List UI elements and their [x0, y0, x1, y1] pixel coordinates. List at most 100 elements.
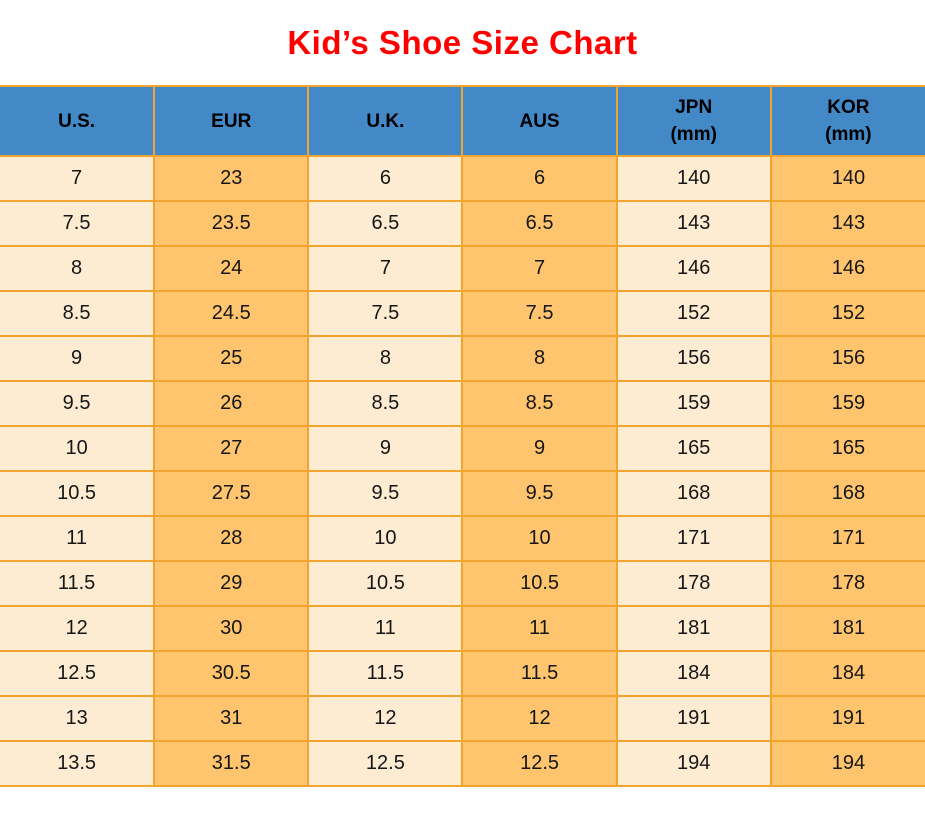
cell-eur: 31.5: [153, 740, 310, 787]
cell-eur: 29: [153, 560, 310, 607]
cell-jpn-mm: 168: [615, 470, 772, 517]
header-label: KOR: [827, 97, 870, 118]
cell-kor-mm: 146: [769, 245, 925, 292]
header-label: U.K.: [366, 110, 405, 132]
cell-us: 10: [0, 425, 156, 472]
cell-aus: 11.5: [461, 650, 618, 697]
cell-uk: 8: [307, 335, 464, 382]
cell-jpn-mm: 165: [615, 425, 772, 472]
cell-uk: 9: [307, 425, 464, 472]
header-sublabel: (mm): [825, 124, 872, 145]
table-row: 13.5 31.5 12.5 12.5 194 194: [0, 740, 925, 787]
header-label: JPN: [675, 97, 713, 118]
cell-kor-mm: 181: [769, 605, 925, 652]
cell-aus: 9: [461, 425, 618, 472]
cell-us: 11: [0, 515, 156, 562]
cell-uk: 6: [307, 155, 464, 202]
cell-uk: 6.5: [307, 200, 464, 247]
cell-eur: 27.5: [153, 470, 310, 517]
header-label: EUR: [211, 110, 252, 132]
table-row: 8.5 24.5 7.5 7.5 152 152: [0, 290, 925, 337]
table-row: 7 23 6 6 140 140: [0, 155, 925, 202]
cell-eur: 23.5: [153, 200, 310, 247]
table-row: 10.5 27.5 9.5 9.5 168 168: [0, 470, 925, 517]
cell-eur: 24.5: [153, 290, 310, 337]
cell-jpn-mm: 140: [615, 155, 772, 202]
cell-aus: 7.5: [461, 290, 618, 337]
cell-eur: 31: [153, 695, 310, 742]
cell-us: 13: [0, 695, 156, 742]
cell-kor-mm: 156: [769, 335, 925, 382]
table-row: 13 31 12 12 191 191: [0, 695, 925, 742]
cell-jpn-mm: 156: [615, 335, 772, 382]
table-row: 9 25 8 8 156 156: [0, 335, 925, 382]
cell-uk: 12.5: [307, 740, 464, 787]
cell-kor-mm: 191: [769, 695, 925, 742]
table-row: 11.5 29 10.5 10.5 178 178: [0, 560, 925, 607]
cell-us: 7.5: [0, 200, 156, 247]
cell-aus: 10: [461, 515, 618, 562]
cell-jpn-mm: 181: [615, 605, 772, 652]
cell-kor-mm: 159: [769, 380, 925, 427]
cell-jpn-mm: 178: [615, 560, 772, 607]
table-row: 9.5 26 8.5 8.5 159 159: [0, 380, 925, 427]
table-row: 10 27 9 9 165 165: [0, 425, 925, 472]
cell-uk: 11.5: [307, 650, 464, 697]
cell-eur: 23: [153, 155, 310, 202]
cell-uk: 12: [307, 695, 464, 742]
cell-jpn-mm: 152: [615, 290, 772, 337]
cell-uk: 11: [307, 605, 464, 652]
cell-aus: 12.5: [461, 740, 618, 787]
cell-kor-mm: 178: [769, 560, 925, 607]
cell-aus: 7: [461, 245, 618, 292]
header-sublabel: (mm): [670, 124, 717, 145]
shoe-size-table: U.S. EUR U.K. AUS JPN (mm) KOR (mm): [0, 85, 925, 787]
cell-aus: 12: [461, 695, 618, 742]
cell-aus: 9.5: [461, 470, 618, 517]
cell-jpn-mm: 146: [615, 245, 772, 292]
header-us: U.S.: [0, 85, 156, 157]
header-label: U.S.: [58, 110, 96, 132]
cell-us: 10.5: [0, 470, 156, 517]
cell-us: 12.5: [0, 650, 156, 697]
table-row: 7.5 23.5 6.5 6.5 143 143: [0, 200, 925, 247]
cell-kor-mm: 194: [769, 740, 925, 787]
table-row: 12 30 11 11 181 181: [0, 605, 925, 652]
cell-aus: 6.5: [461, 200, 618, 247]
cell-eur: 26: [153, 380, 310, 427]
header-jpn: JPN (mm): [615, 85, 772, 157]
cell-kor-mm: 140: [769, 155, 925, 202]
cell-kor-mm: 184: [769, 650, 925, 697]
cell-eur: 28: [153, 515, 310, 562]
cell-uk: 8.5: [307, 380, 464, 427]
cell-kor-mm: 152: [769, 290, 925, 337]
cell-us: 9.5: [0, 380, 156, 427]
cell-eur: 24: [153, 245, 310, 292]
cell-uk: 7.5: [307, 290, 464, 337]
header-label: AUS: [519, 110, 560, 132]
cell-jpn-mm: 191: [615, 695, 772, 742]
cell-eur: 27: [153, 425, 310, 472]
cell-us: 8.5: [0, 290, 156, 337]
header-eur: EUR: [153, 85, 310, 157]
cell-eur: 25: [153, 335, 310, 382]
cell-eur: 30: [153, 605, 310, 652]
cell-uk: 7: [307, 245, 464, 292]
cell-kor-mm: 171: [769, 515, 925, 562]
cell-eur: 30.5: [153, 650, 310, 697]
cell-jpn-mm: 143: [615, 200, 772, 247]
page-title: Kid’s Shoe Size Chart: [287, 23, 638, 61]
header-kor: KOR (mm): [769, 85, 925, 157]
cell-kor-mm: 168: [769, 470, 925, 517]
cell-jpn-mm: 184: [615, 650, 772, 697]
table-row: 8 24 7 7 146 146: [0, 245, 925, 292]
cell-us: 9: [0, 335, 156, 382]
cell-jpn-mm: 159: [615, 380, 772, 427]
header-row: U.S. EUR U.K. AUS JPN (mm) KOR (mm): [0, 85, 925, 157]
cell-aus: 11: [461, 605, 618, 652]
cell-kor-mm: 143: [769, 200, 925, 247]
cell-us: 8: [0, 245, 156, 292]
cell-uk: 9.5: [307, 470, 464, 517]
cell-aus: 8: [461, 335, 618, 382]
table-body: 7 23 6 6 140 140 7.5 23.5 6.5 6.5 143 143 8 24 7 7 146 14…: [0, 155, 925, 787]
